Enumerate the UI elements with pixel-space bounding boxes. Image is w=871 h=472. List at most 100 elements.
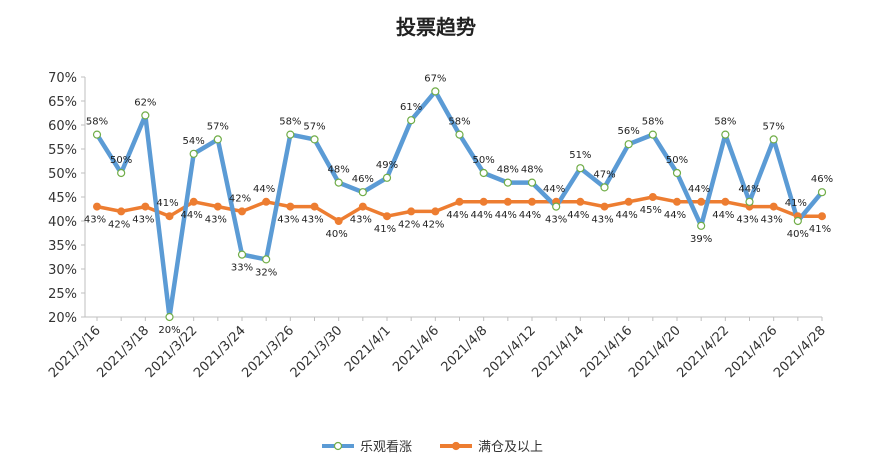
series-2-data-label: 43% <box>205 215 227 226</box>
series-1-point <box>503 178 512 187</box>
series-1-data-label: 61% <box>400 102 422 113</box>
series-1-point <box>310 135 319 144</box>
series-2-point <box>189 197 198 206</box>
series-2-data-label: 44% <box>543 184 565 195</box>
series-1-data-label: 20% <box>158 325 180 336</box>
series-1-data-label: 57% <box>207 121 229 132</box>
y-tick-label: 40% <box>48 215 77 230</box>
series-1-point <box>407 116 416 125</box>
series-1-point <box>672 168 682 178</box>
series-1-point <box>600 183 609 192</box>
series-2-point <box>673 197 681 206</box>
series-2-point <box>721 197 730 206</box>
series-1-data-label: 62% <box>134 97 156 108</box>
series-2-data-label: 42% <box>108 219 130 230</box>
series-1-data-label: 67% <box>424 73 446 84</box>
series-1-data-label: 57% <box>763 121 785 132</box>
series-1-point <box>382 173 392 182</box>
series-2-data-label: 43% <box>132 215 154 226</box>
y-tick-label: 50% <box>48 167 77 182</box>
legend-item-1[interactable]: 乐观看涨 <box>322 439 412 455</box>
series-1-data-label: 46% <box>352 174 374 185</box>
series-2-data-label: 40% <box>326 229 348 240</box>
series-1-point <box>213 135 222 144</box>
x-tick-label: 2021/4/6 <box>390 323 442 375</box>
x-tick-label: 2021/4/28 <box>771 323 829 381</box>
series-2-point <box>334 217 343 225</box>
series-1-data-label: 57% <box>303 121 325 132</box>
y-tick-label: 30% <box>48 263 77 278</box>
x-tick-label: 2021/3/30 <box>288 323 346 381</box>
series-2-data-label: 43% <box>736 215 758 226</box>
series-1-point <box>624 140 633 149</box>
y-tick-label: 60% <box>48 119 77 134</box>
series-2-data-label: 44% <box>688 184 710 195</box>
series-1-data-label: 48% <box>328 165 350 176</box>
series-2-data-label: 43% <box>761 215 783 226</box>
series-layer: 58%50%62%20%54%57%33% 32%58% 57%48%46%49%6… <box>84 73 833 336</box>
legend-swatch-marker <box>451 441 461 451</box>
series-1-data-label: 50% <box>473 155 495 166</box>
series-2-data-label: 43% <box>350 215 372 226</box>
series-2-data-label: 44% <box>567 210 589 221</box>
series-2-point <box>624 197 633 206</box>
legend[interactable]: 乐观看涨 满仓及以上 <box>322 439 543 455</box>
x-tick-label: 2021/4/8 <box>439 323 491 375</box>
series-1-point <box>793 216 802 226</box>
series-2-point <box>262 197 271 206</box>
series-1-data-label: 58% <box>86 117 108 128</box>
series-2-data-label: 44% <box>181 210 203 221</box>
series-1-point <box>769 135 778 144</box>
series-1-data-label: 40% <box>787 229 809 240</box>
series-1-data-label: 58% <box>448 117 470 128</box>
series-1-data-label: 47% <box>593 169 615 180</box>
series-2-data-label: 41% <box>374 224 396 235</box>
legend-swatch-marker <box>333 441 343 451</box>
series-2-data-label: 43% <box>84 215 106 226</box>
series-2-point <box>383 212 391 221</box>
y-tick-label: 55% <box>48 143 77 158</box>
series-1-point <box>358 188 367 197</box>
series-2-point <box>141 202 150 211</box>
series-2-point <box>165 212 174 221</box>
series-2-data-label: 41% <box>785 198 807 209</box>
series-2-data-label: 43% <box>301 215 323 226</box>
series-1-point <box>262 255 271 264</box>
series-1-data-label: 58% <box>279 117 301 128</box>
series-1-data-label: 58% <box>714 117 736 128</box>
series-1-data-label: 48% <box>521 165 543 176</box>
series-2-point <box>576 197 585 206</box>
series-1-point <box>92 130 102 139</box>
y-axis: 20% 25% 30% 35% 40% 45% 50% 55% 60% 65% 70% <box>48 71 86 326</box>
y-tick-label: 25% <box>48 287 77 302</box>
y-tick-label: 70% <box>48 71 77 86</box>
series-2-point <box>818 212 826 221</box>
series-1-data-label: 49% <box>376 160 398 171</box>
series-1-data-label: 44% <box>738 184 760 195</box>
series-2-point <box>407 207 416 216</box>
series-2-point <box>600 202 609 211</box>
series-1-data-label: 58% <box>642 117 664 128</box>
series-2-point <box>431 207 440 216</box>
y-tick-label: 35% <box>48 239 77 254</box>
series-2-point <box>697 197 706 206</box>
series-2-data-label: 44% <box>712 210 734 221</box>
series-1-data-label: 43% <box>545 215 567 226</box>
series-2-data-label: 45% <box>640 205 662 216</box>
series-1-data-label: 51% <box>569 150 591 161</box>
series-2-point <box>117 207 126 216</box>
series-2-data-label: 44% <box>664 210 686 221</box>
series-1-point <box>189 149 198 158</box>
series-2-point <box>93 202 101 211</box>
series-2-point <box>213 202 222 211</box>
series-2-point <box>503 197 512 206</box>
series-1-point <box>165 312 174 322</box>
series-1-point <box>237 250 247 259</box>
series-2-data-label: 42% <box>398 219 420 230</box>
series-1-data-label: 33% <box>231 263 253 274</box>
series-2-data-label: 43% <box>591 215 613 226</box>
legend-item-2[interactable]: 满仓及以上 <box>440 440 543 455</box>
series-1-point <box>527 178 537 187</box>
series-1-point <box>286 130 295 139</box>
